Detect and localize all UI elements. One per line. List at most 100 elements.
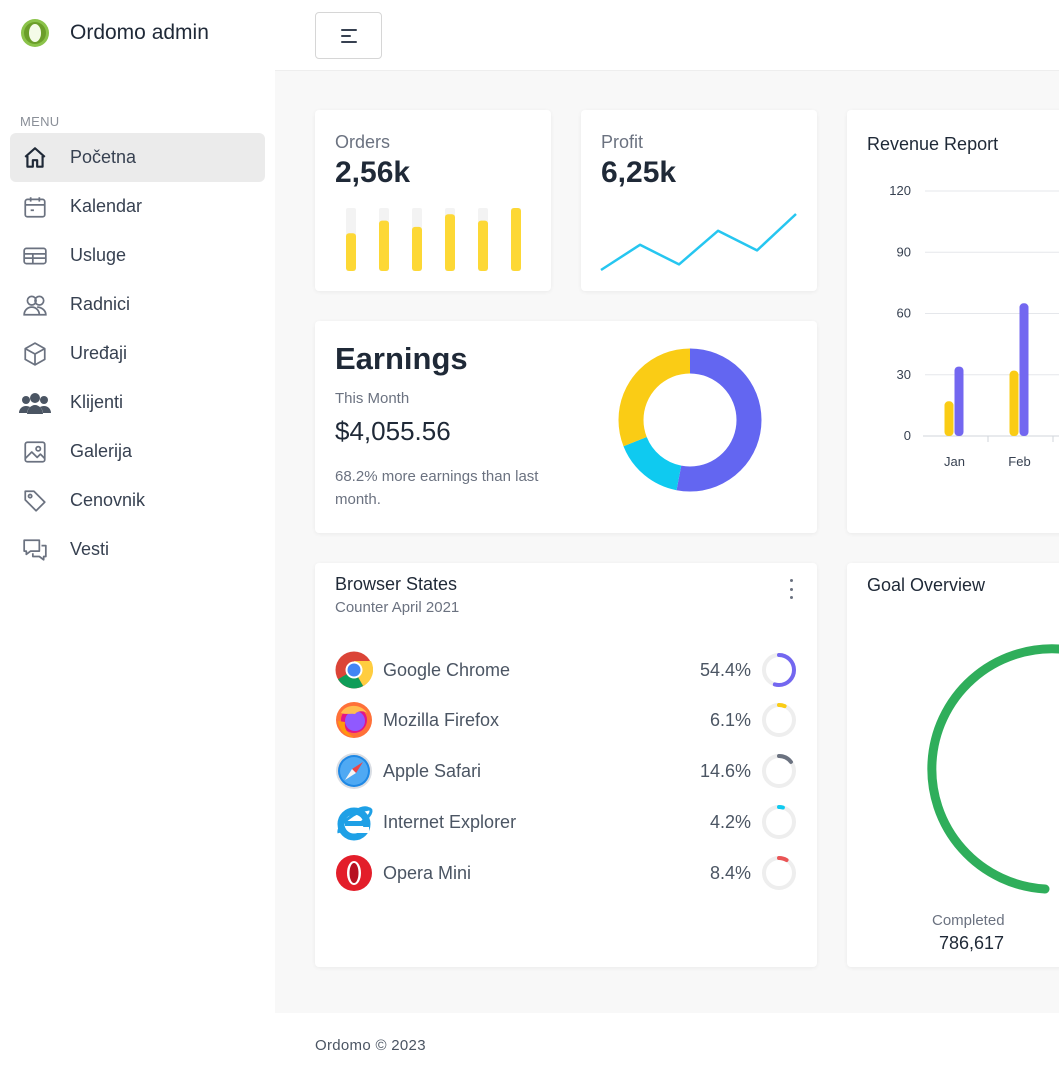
browser-name: Mozilla Firefox xyxy=(383,709,500,730)
revenue-card: Revenue Report 0 30 60 90 120 Jan Feb xyxy=(847,110,1059,533)
sidebar-item-cenovnik[interactable]: Cenovnik xyxy=(10,476,265,525)
ring-track xyxy=(762,703,796,737)
browser-name: Google Chrome xyxy=(383,659,511,680)
users-icon xyxy=(22,292,48,318)
orders-mini-bar-chart xyxy=(346,208,521,271)
browser-progress-ring xyxy=(762,703,796,737)
browser-row-ie: Internet Explorer 4.2% xyxy=(335,802,797,842)
y-tick-label: 90 xyxy=(897,244,911,259)
y-tick-label: 60 xyxy=(897,306,911,321)
sidebar-item-label: Vesti xyxy=(70,539,110,559)
ring-progress xyxy=(762,856,796,890)
sidebar-nav: Početna Kalendar Usluge Radnici Uređaji xyxy=(10,133,265,574)
revenue-bar xyxy=(954,366,964,436)
table-icon xyxy=(22,243,48,269)
sidebar-item-uredjaji[interactable]: Uređaji xyxy=(10,329,265,378)
browser-progress-ring xyxy=(762,754,796,788)
opera-icon xyxy=(336,855,372,891)
earnings-donut-chart xyxy=(618,348,762,492)
revenue-bar-chart: 0 30 60 90 120 Jan Feb xyxy=(889,183,1059,469)
browser-row-firefox: Mozilla Firefox 6.1% xyxy=(335,700,797,740)
goal-overview-card: Goal Overview Completed 786,617 xyxy=(847,563,1059,967)
browser-percent: 54.4% xyxy=(699,659,751,680)
goal-radial-chart xyxy=(927,644,1059,894)
brand-name: Ordomo admin xyxy=(70,21,209,44)
revenue-bar xyxy=(1019,303,1029,436)
sidebar-item-vesti[interactable]: Vesti xyxy=(10,525,265,574)
profit-line-chart xyxy=(600,213,797,272)
goal-overview-title: Goal Overview xyxy=(867,575,986,595)
menu-caption: MENU xyxy=(20,114,60,129)
browser-row-chrome: Google Chrome 54.4% xyxy=(335,650,797,690)
ring-progress xyxy=(762,703,796,737)
sidebar-item-pocetna[interactable]: Početna xyxy=(10,133,265,182)
x-tick-label: Jan xyxy=(944,454,965,469)
orders-bar xyxy=(478,220,488,271)
earnings-amount: $4,055.56 xyxy=(335,416,451,446)
browser-percent: 6.1% xyxy=(709,709,751,730)
browser-progress-ring xyxy=(762,653,796,687)
ring-progress xyxy=(762,805,796,839)
sidebar-item-radnici[interactable]: Radnici xyxy=(10,280,265,329)
footer: Ordomo © 2023 xyxy=(275,1013,1059,1080)
footer-copyright: Ordomo © 2023 xyxy=(315,1037,426,1054)
sidebar-item-kalendar[interactable]: Kalendar xyxy=(10,182,265,231)
revenue-title: Revenue Report xyxy=(867,134,999,154)
lime-drop-logo-icon xyxy=(21,19,49,47)
browser-states-card: Browser States Counter April 2021 Google… xyxy=(315,563,817,967)
browser-name: Internet Explorer xyxy=(383,811,517,832)
browser-progress-ring xyxy=(762,805,796,839)
sidebar-item-klijenti[interactable]: Klijenti xyxy=(10,378,265,427)
sidebar-item-label: Usluge xyxy=(70,245,127,265)
browser-percent: 8.4% xyxy=(709,862,751,883)
orders-bar xyxy=(511,208,521,271)
profit-line xyxy=(600,213,797,272)
ie-icon xyxy=(337,806,373,841)
home-icon xyxy=(22,145,48,171)
safari-icon xyxy=(336,753,372,789)
group-icon xyxy=(19,390,51,416)
sidebar-item-label: Radnici xyxy=(70,294,131,314)
sidebar-item-label: Kalendar xyxy=(70,196,143,216)
sidebar-item-label: Cenovnik xyxy=(70,490,146,510)
more-options-icon[interactable] xyxy=(787,579,795,599)
menu-icon xyxy=(340,28,357,43)
sidebar-item-label: Klijenti xyxy=(70,392,124,412)
sidebar-item-galerija[interactable]: Galerija xyxy=(10,427,265,476)
orders-label: Orders xyxy=(335,132,391,152)
donut-segment xyxy=(618,348,762,492)
chrome-icon xyxy=(335,651,373,689)
profit-card: Profit 6,25k xyxy=(581,110,817,291)
orders-card: Orders 2,56k xyxy=(315,110,551,291)
browser-progress-ring xyxy=(762,856,796,890)
chat-icon xyxy=(22,537,48,563)
y-tick-label: 30 xyxy=(897,367,911,382)
browser-row-safari: Apple Safari 14.6% xyxy=(335,751,797,791)
orders-bar xyxy=(379,220,389,271)
topbar xyxy=(275,0,1059,71)
browser-states-subtitle: Counter April 2021 xyxy=(335,599,460,616)
profit-label: Profit xyxy=(601,132,644,152)
browser-percent: 4.2% xyxy=(709,811,751,832)
ring-progress xyxy=(762,754,796,788)
menu-toggle-button[interactable] xyxy=(315,12,382,59)
image-icon xyxy=(22,439,48,465)
orders-bar xyxy=(412,226,422,271)
browser-states-title: Browser States xyxy=(335,574,458,594)
firefox-icon xyxy=(336,702,372,738)
sidebar-item-label: Galerija xyxy=(70,441,133,461)
earnings-subtitle: This Month xyxy=(335,390,410,407)
browser-row-opera: Opera Mini 8.4% xyxy=(335,853,797,893)
ring-track xyxy=(762,856,796,890)
browser-name: Opera Mini xyxy=(383,862,472,883)
sidebar-item-label: Uređaji xyxy=(70,343,128,363)
browser-percent: 14.6% xyxy=(699,760,751,781)
earnings-note: 68.2% more earnings than last month. xyxy=(335,468,539,508)
cube-icon xyxy=(22,341,48,367)
earnings-card: Earnings This Month $4,055.56 68.2% more… xyxy=(315,321,817,533)
revenue-bar xyxy=(1009,370,1019,436)
x-tick-label: Feb xyxy=(1008,454,1030,469)
brand[interactable]: Ordomo admin xyxy=(20,18,209,48)
sidebar-item-usluge[interactable]: Usluge xyxy=(10,231,265,280)
calendar-icon xyxy=(22,194,48,220)
